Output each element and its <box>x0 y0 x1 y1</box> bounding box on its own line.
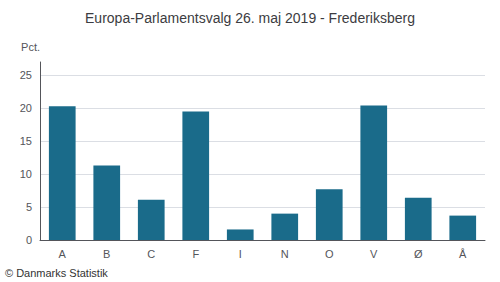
svg-text:Å: Å <box>459 248 467 260</box>
svg-text:C: C <box>147 248 155 260</box>
svg-text:F: F <box>192 248 199 260</box>
svg-text:20: 20 <box>20 102 32 114</box>
svg-text:15: 15 <box>20 135 32 147</box>
svg-text:5: 5 <box>26 201 32 213</box>
svg-text:I: I <box>239 248 242 260</box>
svg-text:Pct.: Pct. <box>21 41 40 53</box>
svg-text:25: 25 <box>20 69 32 81</box>
svg-text:A: A <box>59 248 67 260</box>
svg-text:10: 10 <box>20 168 32 180</box>
svg-text:Europa-Parlamentsvalg 26. maj: Europa-Parlamentsvalg 26. maj 2019 - Fre… <box>85 10 415 26</box>
svg-text:0: 0 <box>26 234 32 246</box>
svg-text:© Danmarks Statistik: © Danmarks Statistik <box>5 267 108 279</box>
svg-text:Ø: Ø <box>414 248 423 260</box>
svg-text:O: O <box>325 248 334 260</box>
svg-text:V: V <box>370 248 378 260</box>
svg-text:N: N <box>281 248 289 260</box>
svg-text:B: B <box>103 248 110 260</box>
